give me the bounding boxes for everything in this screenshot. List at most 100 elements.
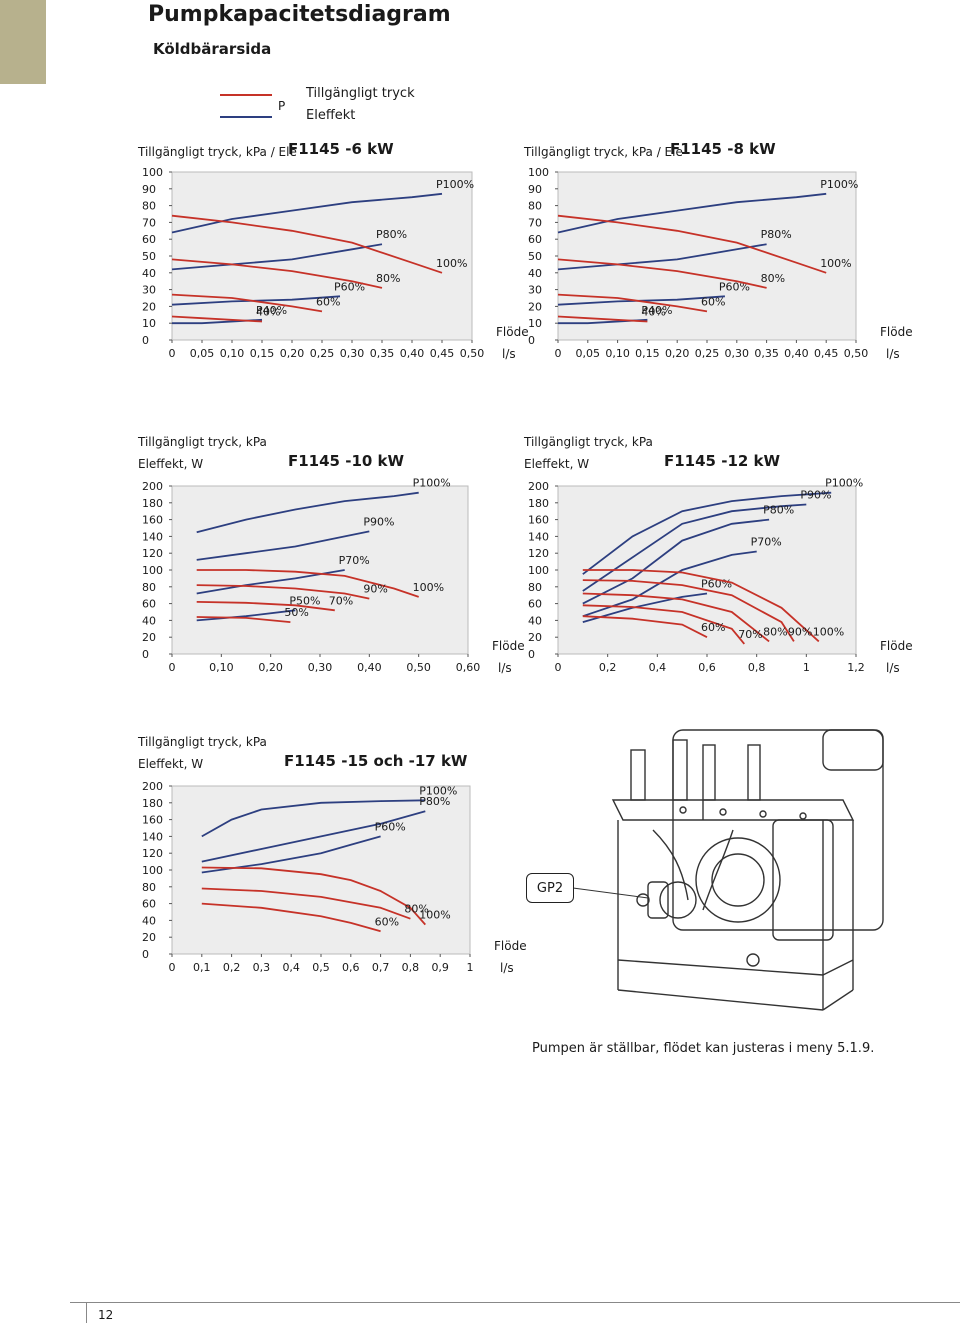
x-tick-label: 0,05 bbox=[576, 347, 601, 360]
y-axis-label-secondary: Eleffekt, W bbox=[524, 457, 589, 471]
chart-title: F1145 -6 kW bbox=[288, 140, 394, 158]
series-label: 80% bbox=[404, 903, 428, 916]
series-line-pressure bbox=[171, 293, 323, 313]
series-label: P90% bbox=[363, 515, 394, 528]
y-tick-label: 60 bbox=[142, 898, 156, 911]
x-tick-label: 0,50 bbox=[460, 347, 485, 360]
y-tick-label: 100 bbox=[528, 564, 549, 577]
x-tick-label: 0 bbox=[169, 347, 176, 360]
chart-title: F1145 -15 och -17 kW bbox=[284, 752, 468, 770]
page-subtitle: Köldbärarsida bbox=[153, 40, 272, 58]
y-tick-label: 0 bbox=[528, 334, 535, 347]
series-label: 70% bbox=[738, 628, 762, 641]
y-tick-label: 120 bbox=[142, 547, 163, 560]
y-tick-label: 100 bbox=[142, 166, 163, 179]
series-label: P100% bbox=[413, 477, 451, 490]
x-tick-label: 0,20 bbox=[280, 347, 305, 360]
series-label: 80% bbox=[376, 272, 400, 285]
series-line-power bbox=[582, 592, 708, 623]
series-label: 60% bbox=[701, 295, 725, 308]
y-tick-label: 0 bbox=[142, 648, 149, 661]
y-tick-label: 60 bbox=[528, 598, 542, 611]
series-label: P50% bbox=[289, 594, 320, 607]
y-tick-label: 200 bbox=[142, 780, 163, 793]
x-axis-label: Flöde bbox=[494, 939, 527, 953]
series-label: P80% bbox=[763, 504, 794, 517]
series-line-pressure bbox=[582, 604, 745, 645]
x-axis-label: Flöde bbox=[492, 639, 525, 653]
series-line-pressure bbox=[196, 569, 419, 598]
x-tick-label: 0,7 bbox=[372, 961, 390, 974]
pump-illustration bbox=[523, 720, 895, 1032]
series-label: 70% bbox=[329, 594, 353, 607]
series-label: P80% bbox=[376, 228, 407, 241]
series-label: P70% bbox=[339, 554, 370, 567]
x-axis-label: Flöde bbox=[880, 325, 913, 339]
y-axis-label: Tillgängligt tryck, kPa bbox=[137, 735, 267, 749]
x-tick-label: 0,60 bbox=[456, 661, 481, 674]
series-line-pressure bbox=[557, 293, 708, 313]
x-tick-label: 0,25 bbox=[310, 347, 335, 360]
y-axis-label: Tillgängligt tryck, kPa / Ele bbox=[523, 145, 683, 159]
x-tick-label: 0,2 bbox=[599, 661, 617, 674]
x-tick-label: 0,9 bbox=[431, 961, 449, 974]
y-tick-label: 100 bbox=[142, 564, 163, 577]
series-label: 90% bbox=[363, 583, 387, 596]
y-tick-label: 50 bbox=[142, 250, 156, 263]
y-tick-label: 200 bbox=[142, 480, 163, 493]
x-tick-label: 0,2 bbox=[223, 961, 241, 974]
x-tick-label: 0,6 bbox=[342, 961, 360, 974]
y-tick-label: 20 bbox=[528, 631, 542, 644]
page-number: 12 bbox=[98, 1308, 114, 1322]
series-label: P40% bbox=[256, 304, 287, 317]
series-line-pressure bbox=[582, 592, 770, 643]
series-line-power bbox=[171, 243, 383, 271]
series-line-power bbox=[201, 835, 381, 874]
x-tick-label: 1 bbox=[803, 661, 810, 674]
series-label: P80% bbox=[419, 795, 450, 808]
series-line-pressure bbox=[171, 214, 443, 274]
series-label: P60% bbox=[719, 280, 750, 293]
y-tick-label: 80 bbox=[142, 581, 156, 594]
y-tick-label: 60 bbox=[528, 233, 542, 246]
y-tick-label: 0 bbox=[528, 648, 535, 661]
series-label: 60% bbox=[316, 295, 340, 308]
y-tick-label: 70 bbox=[528, 216, 542, 229]
y-tick-label: 120 bbox=[142, 847, 163, 860]
x-tick-label: 0,40 bbox=[400, 347, 425, 360]
y-tick-label: 10 bbox=[528, 317, 542, 330]
series-line-pressure bbox=[582, 579, 795, 642]
series-line-power bbox=[201, 799, 426, 838]
series-label: 100% bbox=[813, 625, 844, 638]
series-line-power bbox=[582, 503, 807, 592]
x-tick-label: 0,40 bbox=[357, 661, 382, 674]
x-tick-label: 0 bbox=[169, 961, 176, 974]
legend-pressure-label: Tillgängligt tryck bbox=[306, 86, 415, 101]
x-tick-label: 0,15 bbox=[635, 347, 660, 360]
series-line-pressure bbox=[196, 584, 370, 600]
x-tick-label: 0 bbox=[169, 661, 176, 674]
series-line-power bbox=[557, 243, 767, 271]
footer-rule bbox=[70, 1302, 960, 1303]
x-tick-label: 0,5 bbox=[312, 961, 330, 974]
series-line-power bbox=[582, 518, 770, 605]
series-line-pressure bbox=[557, 214, 827, 274]
y-tick-label: 120 bbox=[528, 547, 549, 560]
chart-f1145-12kw: F1145 -12 kW Tillgängligt tryck, kPa Eleff… bbox=[523, 435, 913, 675]
y-tick-label: 90 bbox=[528, 183, 542, 196]
y-tick-label: 40 bbox=[528, 267, 542, 280]
x-tick-label: 0,10 bbox=[220, 347, 245, 360]
x-tick-label: 0,10 bbox=[605, 347, 630, 360]
series-line-pressure bbox=[201, 902, 381, 933]
series-label: 100% bbox=[436, 257, 467, 270]
y-tick-label: 140 bbox=[528, 530, 549, 543]
legend-power-label: Eleffekt bbox=[306, 108, 356, 123]
y-tick-label: 80 bbox=[142, 881, 156, 894]
series-line-power bbox=[201, 810, 426, 863]
legend-power-swatch bbox=[220, 116, 272, 118]
series-line-pressure bbox=[196, 616, 291, 623]
y-tick-label: 180 bbox=[528, 497, 549, 510]
y-tick-label: 10 bbox=[142, 317, 156, 330]
x-tick-label: 0,4 bbox=[282, 961, 300, 974]
